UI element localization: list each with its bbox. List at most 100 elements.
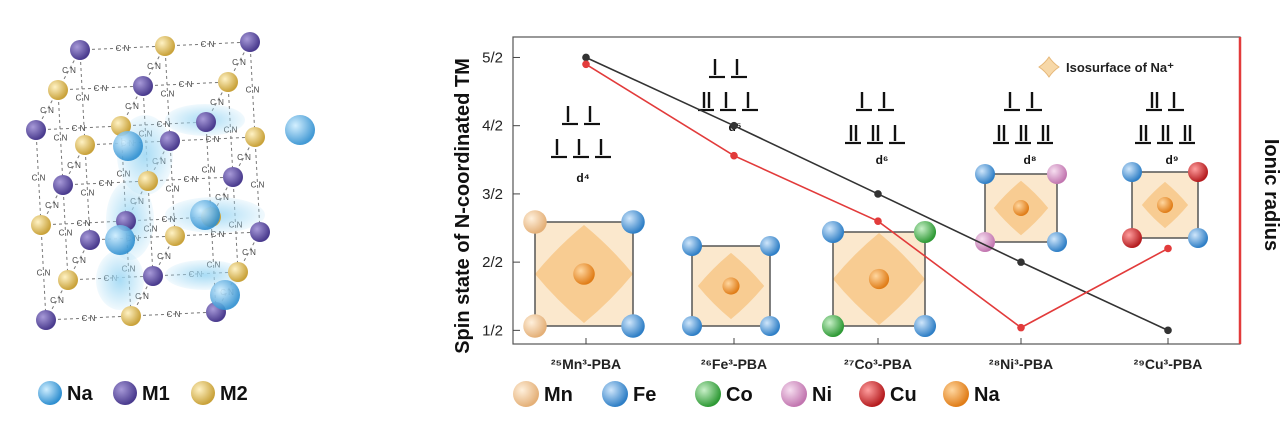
m1-atom	[196, 112, 216, 132]
series-point	[730, 151, 738, 160]
corner-atom	[1047, 232, 1067, 252]
orbital-diagrams: d⁴ d⁵ d⁶ d⁸ d⁹	[551, 59, 1195, 185]
legend-label-fe: Fe	[633, 384, 656, 406]
m2-atom	[138, 171, 158, 191]
orbital-diagram: d⁹	[1135, 92, 1195, 167]
orbital-diagram: d⁸	[993, 92, 1053, 167]
unit-cell	[523, 210, 645, 338]
corner-atom	[821, 314, 845, 338]
m1-atom	[223, 167, 243, 187]
y-tick-label: 1/2	[482, 322, 503, 339]
lattice-bond-label: C N	[202, 166, 216, 175]
m1-atom	[80, 230, 100, 250]
unit-cell	[1122, 162, 1208, 248]
m1-atom	[36, 310, 56, 330]
y-tick-label: 2/2	[482, 254, 503, 271]
lattice-bond-label: C N	[251, 181, 265, 190]
lattice-bond	[62, 180, 149, 186]
na-atom	[190, 200, 220, 230]
d-electron-label: d⁶	[876, 153, 889, 167]
lattice-bond-label: C N	[72, 124, 86, 133]
m2-atom	[245, 127, 265, 147]
m1-atom	[160, 131, 180, 151]
corner-atom	[682, 316, 702, 336]
lattice-bond	[164, 41, 251, 47]
y-axis-label: Spin state of N-coordinated TM	[452, 58, 474, 354]
legend-atom-m1-icon	[113, 381, 137, 405]
legend-fe-icon	[602, 381, 628, 407]
lattice-bond	[142, 81, 229, 87]
corner-atom	[760, 316, 780, 336]
na-atom	[722, 277, 740, 295]
legend-cu-icon	[859, 381, 885, 407]
legend-ni-icon	[781, 381, 807, 407]
isosurface-legend-label: Isosurface of Na⁺	[1066, 60, 1174, 75]
cell-frame	[691, 245, 771, 327]
m2-atom	[31, 215, 51, 235]
data-series	[582, 53, 1172, 335]
series-point	[730, 121, 738, 130]
lattice-bond-label: C N	[76, 94, 90, 103]
legend-label-m2: M2	[220, 383, 248, 405]
lattice-bond-label: C N	[157, 252, 171, 261]
lattice-bond	[174, 231, 261, 237]
spin-state-chart: Spin state of N-coordinated TM Ionic rad…	[452, 36, 1280, 372]
lattice-bond-label: C N	[161, 90, 175, 99]
lattice-bond	[62, 184, 69, 281]
lattice-bond-label: C N	[45, 201, 59, 210]
lattice-bond	[130, 311, 217, 317]
legend-atom-m2-icon	[191, 381, 215, 405]
m1-atom	[26, 120, 46, 140]
na-atom	[105, 225, 135, 255]
series-point	[1164, 244, 1172, 253]
legend-label-m1: M1	[142, 383, 170, 405]
lattice-bond-label: C N	[157, 120, 171, 129]
corner-atom	[821, 220, 845, 244]
m1-atom	[240, 32, 260, 52]
corner-atom	[760, 236, 780, 256]
lattice-bond-label: C N	[210, 98, 224, 107]
lattice-bond	[232, 176, 239, 273]
lattice-bond	[35, 125, 122, 131]
na-atom	[210, 280, 240, 310]
x-tick-label: ²⁹Cu³-PBA	[1134, 356, 1203, 372]
unit-cell	[682, 236, 780, 336]
m2-atom	[121, 306, 141, 326]
m1-atom	[53, 175, 73, 195]
legend-label-ni: Ni	[812, 384, 832, 406]
legend-mn-icon	[513, 381, 539, 407]
na-atom	[1013, 200, 1029, 216]
m2-atom	[155, 36, 175, 56]
orbital-diagram: d⁴	[551, 106, 611, 185]
lattice-bond-label: C N	[59, 229, 73, 238]
na-atom	[113, 131, 143, 161]
series-point	[874, 217, 882, 225]
unit-cell	[821, 220, 937, 338]
lattice-bond-label: C N	[62, 66, 76, 75]
lattice-bond	[40, 220, 127, 226]
lattice-bond-label: C N	[99, 179, 113, 188]
series-point	[582, 53, 590, 62]
lattice-bond-label: C N	[246, 86, 260, 95]
lattice-bond-label: C N	[147, 62, 161, 71]
left-legend: Na M1 M2	[38, 381, 248, 405]
y2-axis-label: Ionic radius	[1260, 139, 1280, 251]
y-tick-label: 4/2	[482, 118, 503, 135]
y-tick-label: 3/2	[482, 186, 503, 203]
lattice-bond-label: C N	[82, 314, 96, 323]
legend-label-na: Na	[67, 383, 93, 405]
lattice-bond-label: C N	[54, 134, 68, 143]
series-point	[1017, 258, 1025, 266]
lattice-bond-label: C N	[37, 269, 51, 278]
m2-atom	[111, 116, 131, 136]
lattice-bond-label: C N	[232, 58, 246, 67]
cell-frame	[984, 173, 1058, 243]
corner-atom	[1122, 162, 1142, 182]
lattice-bond	[35, 129, 42, 226]
lattice-bond-label: C N	[237, 153, 251, 162]
na-atom	[573, 263, 595, 285]
legend-label-mn: Mn	[544, 384, 573, 406]
m2-atom	[165, 226, 185, 246]
